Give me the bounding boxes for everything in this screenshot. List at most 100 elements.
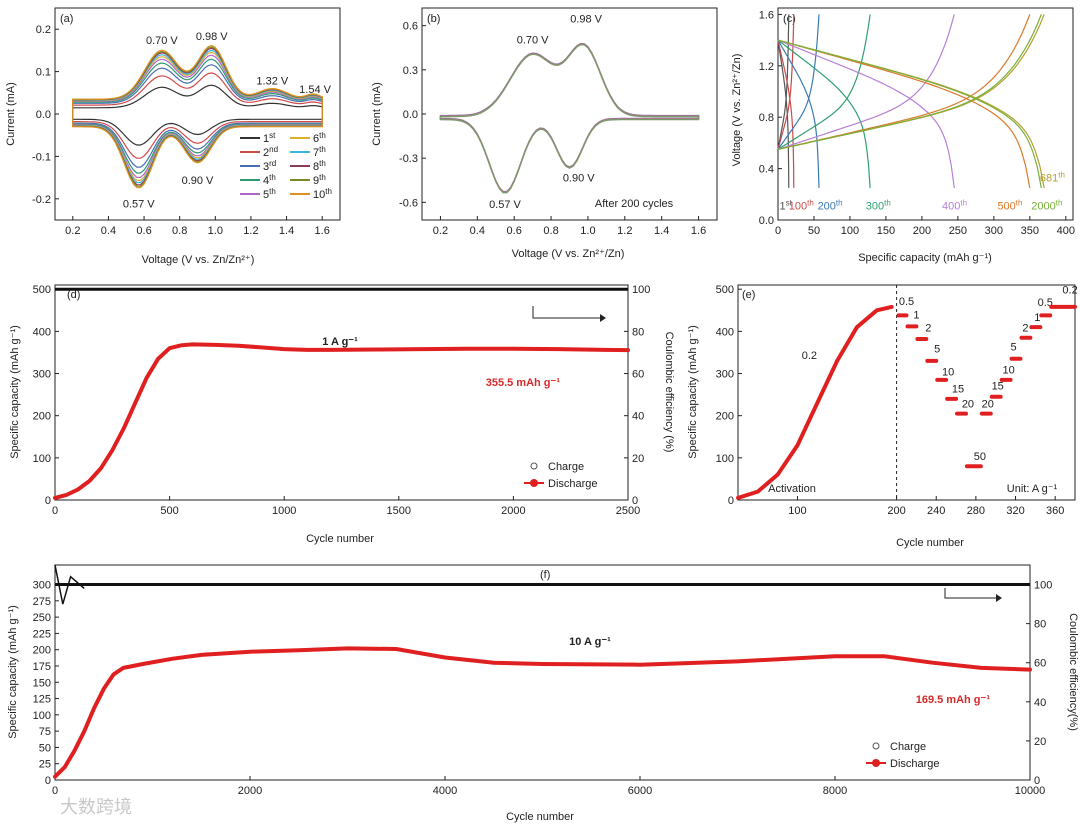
rate-label: 10 [942, 367, 954, 379]
x-tick-label: 0.8 [543, 225, 558, 237]
y-tick-label: 200 [33, 411, 51, 423]
y2-tick-label: 20 [632, 453, 644, 465]
x-tick-label: 1.6 [315, 225, 330, 237]
x-tick-label: 350 [1021, 225, 1039, 237]
y-tick-label: -0.6 [399, 197, 418, 209]
y-axis-label: Current (mA) [5, 82, 17, 146]
legend-marker-discharge [872, 759, 880, 767]
rate-label: 0.5 [899, 296, 914, 308]
cycling-1ag-chart: (d) Cycle number Specific capacity (mAh … [9, 284, 675, 545]
rate-label: 20 [962, 398, 974, 410]
cycle-label: 1st [779, 199, 792, 213]
discharge-curve-500th [777, 39, 1031, 189]
y-tick-label: 75 [39, 726, 51, 738]
rate-label: 0.5 [1038, 297, 1053, 309]
peak-label: After 200 cycles [595, 198, 674, 210]
cycle-label: 500th [997, 199, 1022, 213]
discharge-curve-300th [777, 39, 871, 188]
cycle-label: 681th [1040, 170, 1065, 184]
y-tick-label: 0.0 [759, 215, 774, 227]
y2-axis-label: Coulombic efficiency (%) [663, 332, 675, 453]
y2-tick-label: 60 [632, 369, 644, 381]
y-tick-label: -0.1 [32, 151, 51, 163]
plot-frame [777, 7, 1074, 221]
panel-label: (a) [60, 13, 73, 25]
rate-label: 5 [1010, 341, 1016, 353]
x-tick-label: 1.4 [279, 225, 294, 237]
x-tick-label: 1.0 [580, 225, 595, 237]
x-tick-label: 0.4 [101, 225, 116, 237]
y-tick-label: 150 [33, 677, 51, 689]
legend-marker-charge [872, 742, 880, 750]
plot-frame [737, 284, 1076, 501]
x-tick-label: 0.2 [65, 225, 80, 237]
legend-entry: 9th [313, 173, 326, 187]
legend-entry: 8th [313, 159, 326, 173]
arrow-head [600, 314, 606, 322]
watermark: 大数跨境 [60, 797, 132, 817]
y-tick-label: 0.6 [403, 21, 418, 33]
y-tick-label: 0.0 [36, 109, 51, 121]
cycle-label: 100th [789, 199, 814, 213]
current-density-label: 1 A g⁻¹ [322, 336, 358, 348]
activation-series [736, 304, 894, 500]
plot-frame [54, 284, 629, 501]
arrow-head [996, 594, 1002, 602]
x-tick-label: 360 [1046, 505, 1064, 517]
x-tick-label: 200 [913, 225, 931, 237]
rate-label: 1 [1034, 312, 1040, 324]
x-tick-label: 1.2 [243, 225, 258, 237]
peak-label: 0.70 V [517, 34, 549, 46]
activation-label: Activation [768, 483, 816, 495]
rate-label: 1 [913, 310, 919, 322]
y-tick-label: 1.6 [759, 9, 774, 21]
rate-label: 50 [974, 451, 986, 463]
y-tick-label: 250 [33, 612, 51, 624]
x-tick-label: 10000 [1015, 785, 1046, 797]
x-tick-label: 0.6 [136, 225, 151, 237]
y-tick-label: 300 [33, 580, 51, 592]
x-tick-label: 0 [52, 785, 58, 797]
cycle-label: 200th [818, 199, 843, 213]
panel-label: (e) [742, 289, 755, 301]
y-tick-label: -0.2 [32, 194, 51, 206]
rate-label: 5 [934, 343, 940, 355]
current-density-label: 10 A g⁻¹ [569, 636, 611, 648]
y-tick-label: 500 [33, 284, 51, 296]
x-tick-label: 0.4 [470, 225, 485, 237]
x-tick-label: 150 [877, 225, 895, 237]
y-tick-label: 0.1 [36, 67, 51, 79]
legend-entry: 10th [313, 187, 332, 201]
y2-tick-label: 20 [1034, 736, 1046, 748]
y-tick-label: 275 [33, 596, 51, 608]
capacity-series [53, 342, 630, 500]
peak-label: 0.70 V [146, 35, 178, 47]
y-tick-label: 0.3 [403, 65, 418, 77]
x-tick-label: 50 [808, 225, 820, 237]
y2-tick-label: 80 [632, 326, 644, 338]
x-tick-label: 1.0 [208, 225, 223, 237]
cv-curve-10th [72, 44, 323, 189]
peak-label: 1.32 V [256, 75, 288, 87]
y-tick-label: 200 [33, 645, 51, 657]
x-tick-label: 6000 [628, 785, 652, 797]
x-tick-label: 1000 [272, 505, 296, 517]
x-tick-label: 0.2 [433, 225, 448, 237]
y-axis-label: Current (mA) [371, 82, 383, 146]
discharge-curve-100th [777, 39, 795, 188]
peak-label: 0.57 V [489, 199, 521, 211]
rate-label: 15 [992, 381, 1004, 393]
y-tick-label: 0.0 [403, 109, 418, 121]
rate-label: 0.2 [1062, 284, 1077, 296]
cv-chart-after-200: (b) Voltage (V vs. Zn²⁺/Zn) Current (mA)… [371, 7, 718, 260]
legend-entry: 5th [263, 187, 276, 201]
y-tick-label: 0.2 [36, 24, 51, 36]
discharge-curve-2000th [777, 39, 1042, 189]
x-axis-label: Cycle number [506, 811, 574, 823]
discharge-curve-200th [777, 39, 820, 188]
x-tick-label: 2000 [501, 505, 525, 517]
x-tick-label: 100 [788, 505, 806, 517]
charge-curve-300th [777, 14, 871, 150]
x-tick-label: 1500 [387, 505, 411, 517]
panel-label: (d) [67, 289, 80, 301]
